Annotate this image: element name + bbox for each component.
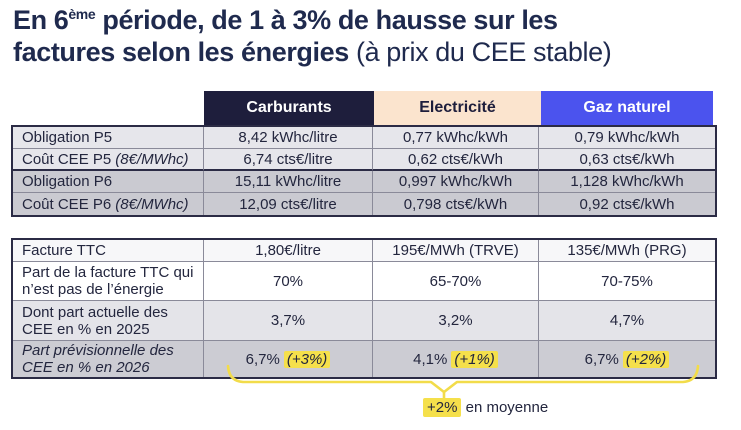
- row-label-text: Obligation P6: [22, 173, 113, 190]
- row-label-text: Coût CEE P6: [22, 195, 112, 213]
- page-title: En 6ème période, de 1 à 3% de hausse sur…: [13, 4, 733, 68]
- average-text: en moyenne: [461, 399, 549, 416]
- cell-value: 0,997 kWhc/kWh: [373, 171, 539, 193]
- delta-highlight: (+1%): [451, 350, 498, 368]
- row-label: Obligation P5: [13, 127, 204, 149]
- cell-value: 6,74 cts€/litre: [204, 149, 373, 171]
- cell-value: 6,7% (+3%): [204, 341, 373, 377]
- cell-value: 0,92 cts€/kWh: [539, 193, 715, 215]
- cell-value: 0,79 kWhc/kWh: [539, 127, 715, 149]
- cell-value: 4,7%: [539, 301, 715, 341]
- cell-value: 0,798 cts€/kWh: [373, 193, 539, 215]
- row-label: Dont part actuelle des CEE en % en 2025: [13, 301, 204, 341]
- cell-value: 70-75%: [539, 262, 715, 301]
- row-label-text: Dont part actuelle des CEE en % en 2025: [22, 303, 168, 338]
- cell-value: 15,11 kWhc/litre: [204, 171, 373, 193]
- title-ordinal-sup: ème: [68, 6, 96, 22]
- cell-value: 1,128 kWhc/kWh: [539, 171, 715, 193]
- cell-value: 0,63 cts€/kWh: [539, 149, 715, 171]
- cell-value: 195€/MWh (TRVE): [373, 240, 539, 262]
- row-label: Coût CEE P5 (8€/MWhc): [13, 149, 204, 171]
- row-label: Part prévisionnelle des CEE en % en 2026: [13, 341, 204, 377]
- cell-value-text: 4,1%: [413, 350, 448, 368]
- cell-value: 4,1% (+1%): [373, 341, 539, 377]
- row-label-note: (8€/MWhc): [115, 195, 189, 213]
- row-label-note: (8€/MWhc): [115, 150, 189, 168]
- title-line1-post: période, de 1 à 3% de hausse sur les: [95, 5, 558, 35]
- title-line2-normal: (à prix du CEE stable): [348, 37, 612, 67]
- row-label-text: Obligation P5: [22, 129, 113, 146]
- average-highlight: +2%: [423, 398, 462, 417]
- row-label: Coût CEE P6 (8€/MWhc): [13, 193, 204, 215]
- cell-value: 12,09 cts€/litre: [204, 193, 373, 215]
- row-label-text: Part de la facture TTC qui n’est pas de …: [22, 264, 194, 298]
- cell-value: 3,7%: [204, 301, 373, 341]
- cell-value: 3,2%: [373, 301, 539, 341]
- cell-value: 135€/MWh (PRG): [539, 240, 715, 262]
- title-line2-bold: factures selon les énergies: [13, 37, 349, 67]
- column-header-electricite: Electricité: [374, 91, 541, 125]
- row-label: Facture TTC: [13, 240, 204, 262]
- row-label-text: Facture TTC: [22, 242, 106, 259]
- cell-value: 8,42 kWhc/litre: [204, 127, 373, 149]
- cell-value: 6,7% (+2%): [539, 341, 715, 377]
- row-label-text: Coût CEE P5: [22, 150, 112, 168]
- cell-value: 0,77 kWhc/kWh: [373, 127, 539, 149]
- row-label: Part de la facture TTC qui n’est pas de …: [13, 262, 204, 301]
- cell-value: 70%: [204, 262, 373, 301]
- average-annotation: +2% en moyenne: [423, 398, 549, 417]
- table-factures: Facture TTC 1,80€/litre 195€/MWh (TRVE) …: [11, 238, 717, 379]
- cell-value: 0,62 cts€/kWh: [373, 149, 539, 171]
- cell-value-text: 6,7%: [584, 350, 619, 368]
- row-label-text: Part prévisionnelle des CEE en % en 2026: [22, 342, 174, 376]
- cell-value-text: 6,7%: [245, 350, 280, 368]
- delta-highlight: (+2%): [622, 350, 670, 368]
- row-label: Obligation P6: [13, 171, 204, 193]
- cell-value: 65-70%: [373, 262, 539, 301]
- cell-value: 1,80€/litre: [204, 240, 373, 262]
- column-header-gaz-naturel: Gaz naturel: [541, 91, 713, 125]
- column-header-carburants: Carburants: [204, 91, 374, 125]
- delta-highlight: (+3%): [283, 350, 331, 368]
- table-obligations-cee: Obligation P5 8,42 kWhc/litre 0,77 kWhc/…: [11, 125, 717, 217]
- title-line1-pre: En 6: [13, 5, 69, 35]
